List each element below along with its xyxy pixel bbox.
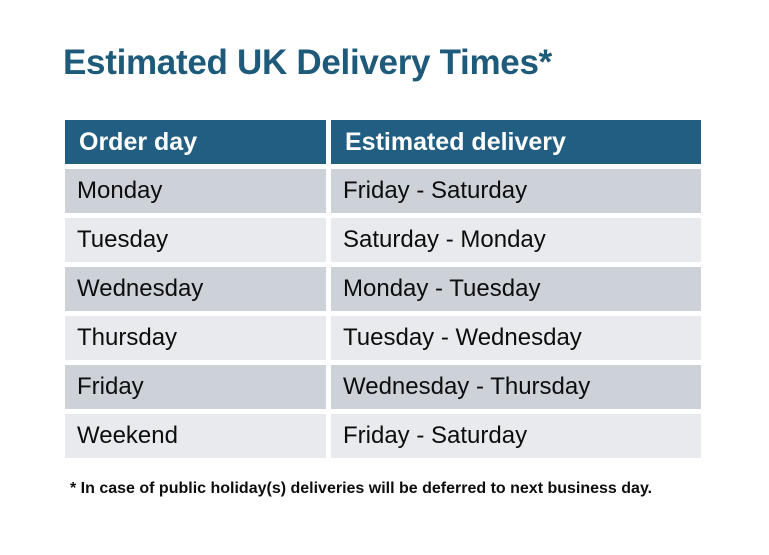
estimated-delivery-cell: Monday - Tuesday [331,267,701,311]
estimated-delivery-cell: Saturday - Monday [331,218,701,262]
order-day-cell: Wednesday [65,267,326,311]
order-day-cell: Weekend [65,414,326,458]
table-row: Weekend Friday - Saturday [65,414,701,458]
column-header-estimated-delivery: Estimated delivery [331,120,701,164]
order-day-cell: Monday [65,169,326,213]
table-row: Tuesday Saturday - Monday [65,218,701,262]
table-row: Monday Friday - Saturday [65,169,701,213]
order-day-cell: Thursday [65,316,326,360]
estimated-delivery-cell: Wednesday - Thursday [331,365,701,409]
table-header-row: Order day Estimated delivery [65,120,701,164]
estimated-delivery-cell: Friday - Saturday [331,169,701,213]
estimated-delivery-cell: Tuesday - Wednesday [331,316,701,360]
order-day-cell: Friday [65,365,326,409]
order-day-cell: Tuesday [65,218,326,262]
table-row: Thursday Tuesday - Wednesday [65,316,701,360]
column-header-order-day: Order day [65,120,326,164]
table-row: Friday Wednesday - Thursday [65,365,701,409]
delivery-times-table: Order day Estimated delivery Monday Frid… [65,120,701,458]
table-row: Wednesday Monday - Tuesday [65,267,701,311]
footnote: * In case of public holiday(s) deliverie… [70,480,653,497]
estimated-delivery-cell: Friday - Saturday [331,414,701,458]
page-title: Estimated UK Delivery Times* [63,43,552,82]
